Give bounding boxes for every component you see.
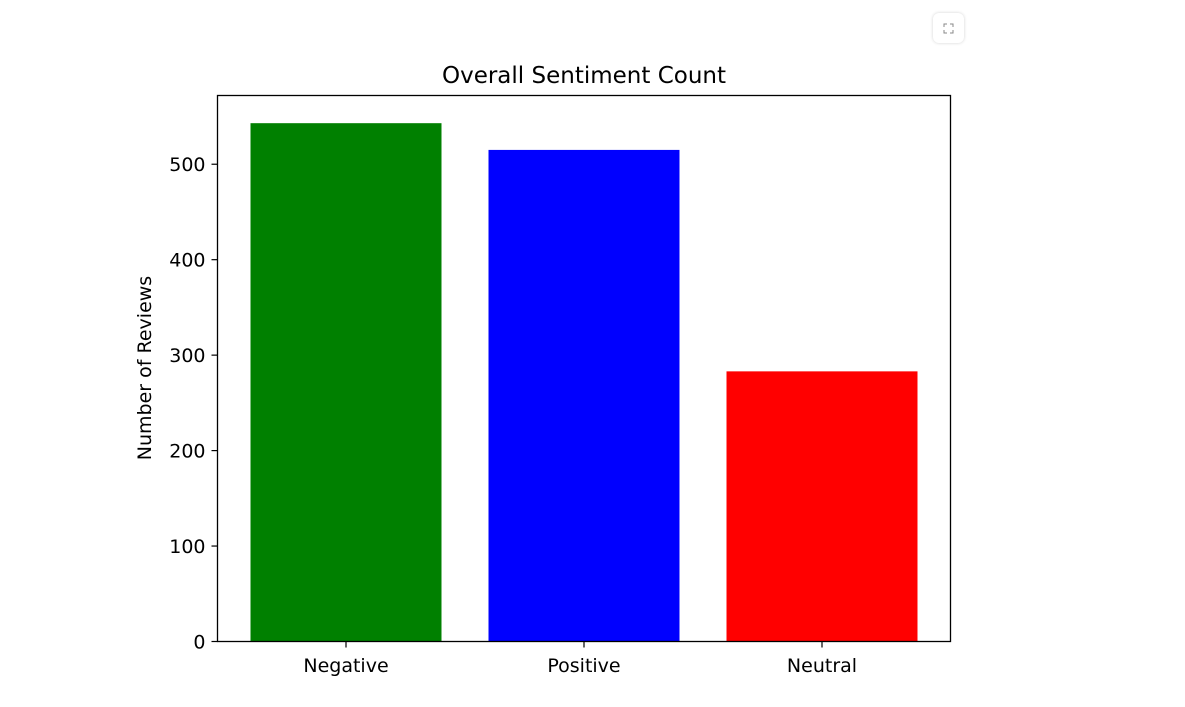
x-tick-label: Neutral [787,655,857,677]
bar-negative [250,123,442,642]
y-tick-label: 200 [169,441,205,463]
y-axis-label: Number of Reviews [134,276,156,460]
chart-title: Overall Sentiment Count [442,63,726,89]
y-tick-label: 400 [169,250,205,272]
bar-positive [488,149,680,642]
y-tick-label: 500 [169,154,205,176]
y-tick-label: 300 [169,345,205,367]
y-tick-label: 0 [193,632,205,654]
y-tick-label: 100 [169,536,205,558]
plot-frame [216,94,952,643]
expand-chart-button[interactable] [933,13,964,43]
x-axis-ticks: Negative Positive Neutral [303,641,857,677]
x-tick-label: Positive [547,655,620,677]
expand-corners-icon [943,23,954,33]
x-tick-label: Negative [303,655,388,677]
bar-neutral [726,371,918,642]
bars-layer [250,123,918,642]
y-axis-ticks: 0 100 200 300 400 500 [169,154,218,654]
